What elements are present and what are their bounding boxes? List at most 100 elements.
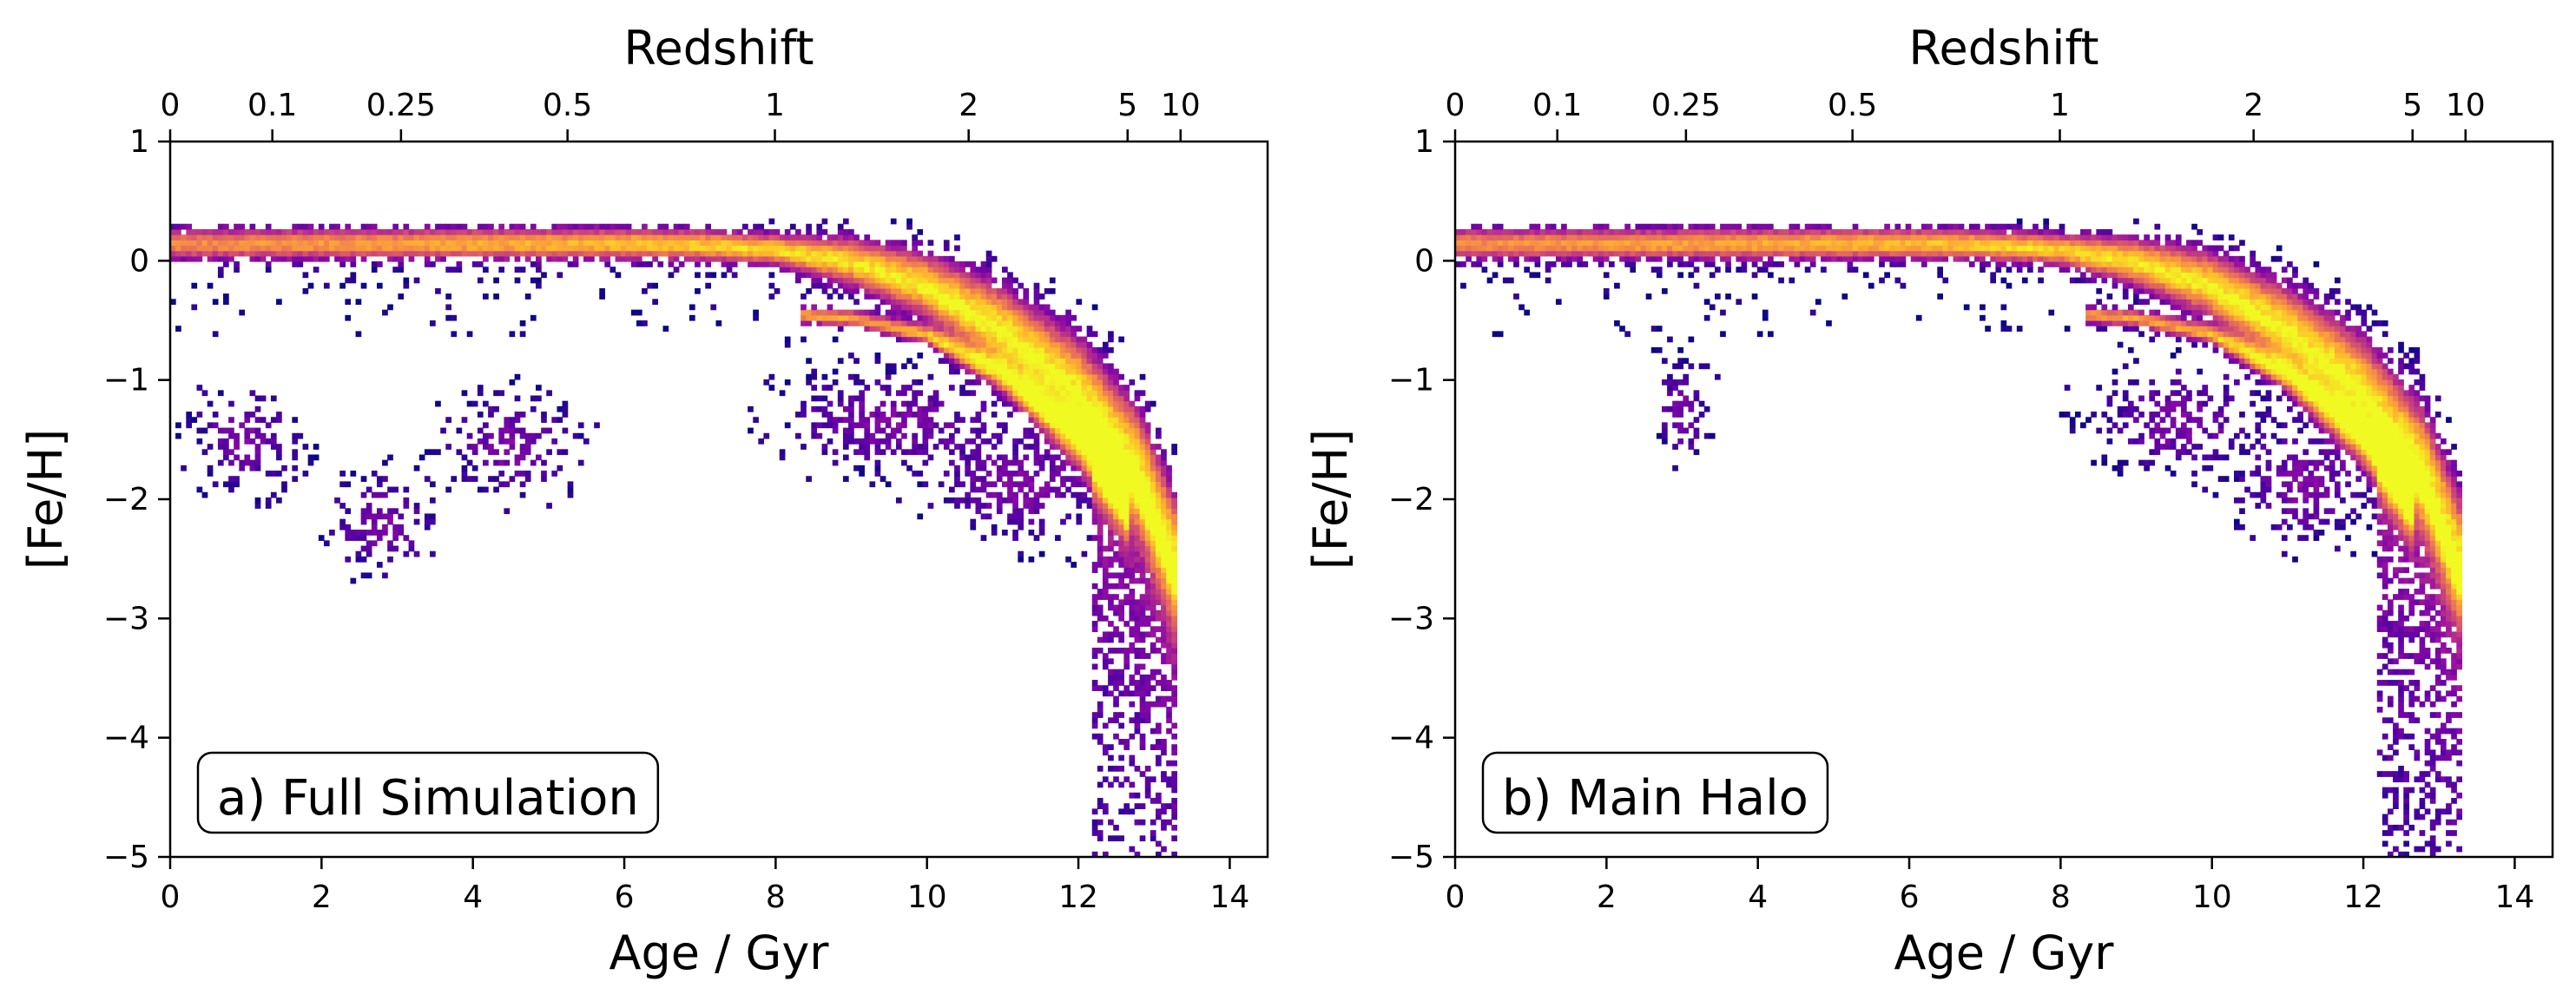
- heatmap-cell: [1555, 245, 1562, 252]
- heatmap-cell: [980, 352, 987, 359]
- heatmap-cell: [270, 234, 277, 240]
- heatmap-cell: [895, 309, 902, 316]
- heatmap-cell: [1953, 240, 1960, 247]
- heatmap-cell: [1076, 336, 1083, 343]
- heatmap-cell: [1033, 412, 1040, 418]
- heatmap-cell: [1071, 352, 1077, 359]
- heatmap-cell: [2000, 223, 2007, 230]
- heatmap-cell: [895, 277, 902, 284]
- heatmap-cell: [949, 287, 955, 294]
- heatmap-cell: [1841, 228, 1848, 235]
- heatmap-cell: [2053, 245, 2060, 252]
- heatmap-cell: [1134, 405, 1141, 412]
- heatmap-cell: [1166, 717, 1172, 724]
- heatmap-cell: [1953, 255, 1960, 262]
- heatmap-cell: [1081, 346, 1088, 353]
- heatmap-cell: [424, 518, 431, 525]
- heatmap-cell: [1065, 390, 1071, 397]
- heatmap-cell: [1155, 545, 1162, 552]
- heatmap-cell: [885, 272, 892, 279]
- heatmap-cell: [270, 491, 277, 498]
- heatmap-cell: [1044, 481, 1051, 488]
- heatmap-cell: [1725, 228, 1731, 235]
- heatmap-cell: [1836, 245, 1843, 252]
- heatmap-cell: [2016, 326, 2023, 332]
- heatmap-cell: [445, 486, 452, 493]
- heatmap-cell: [1937, 234, 1943, 240]
- heatmap-cell: [1033, 336, 1040, 343]
- heatmap-cell: [1097, 685, 1104, 692]
- heatmap-cell: [201, 240, 208, 247]
- heatmap-cell: [991, 309, 998, 316]
- heatmap-cell: [1091, 304, 1098, 311]
- heatmap-cell: [2096, 245, 2103, 252]
- heatmap-cell: [1081, 363, 1088, 370]
- heatmap-cell: [874, 261, 881, 267]
- heatmap-cell: [890, 255, 897, 262]
- heatmap-cell: [408, 250, 415, 257]
- heatmap-cell: [874, 444, 881, 450]
- heatmap-cell: [2080, 255, 2086, 262]
- heatmap-cell: [837, 400, 844, 407]
- heatmap-cell: [186, 417, 193, 424]
- heatmap-cell: [1884, 250, 1890, 257]
- heatmap-cell: [254, 234, 261, 240]
- heatmap-cell: [779, 234, 786, 240]
- heatmap-cell: [652, 255, 658, 262]
- heatmap-cell: [927, 336, 934, 343]
- heatmap-cell: [975, 282, 982, 289]
- heatmap-cell: [2101, 261, 2108, 267]
- heatmap-cell: [339, 240, 346, 247]
- heatmap-cell: [1874, 228, 1880, 235]
- heatmap-cell: [842, 405, 849, 412]
- heatmap-cell: [880, 245, 886, 252]
- heatmap-cell: [1688, 422, 1695, 429]
- heatmap-cell: [493, 245, 499, 252]
- heatmap-cell: [1108, 636, 1114, 643]
- heatmap-cell: [880, 293, 886, 300]
- heatmap-cell: [1927, 250, 1933, 257]
- heatmap-cell: [371, 228, 378, 235]
- heatmap-cell: [965, 491, 972, 498]
- heatmap-cell: [1608, 245, 1615, 252]
- heatmap-cell: [281, 234, 287, 240]
- heatmap-cell: [800, 412, 807, 418]
- heatmap-cell: [949, 331, 955, 338]
- heatmap-cell: [705, 223, 712, 230]
- heatmap-cell: [234, 228, 240, 235]
- heatmap-cell: [509, 438, 516, 445]
- heatmap-cell: [1529, 223, 1536, 230]
- heatmap-cell: [1171, 749, 1177, 756]
- heatmap-cell: [985, 314, 992, 321]
- heatmap-cell: [2074, 267, 2081, 273]
- heatmap-cell: [880, 250, 886, 257]
- heatmap-cell: [249, 228, 256, 235]
- heatmap-cell: [1113, 835, 1119, 842]
- heatmap-cell: [1614, 250, 1620, 257]
- heatmap-cell: [954, 346, 960, 353]
- heatmap-cell: [2101, 255, 2108, 262]
- heatmap-cell: [430, 320, 436, 326]
- heatmap-cell: [1161, 695, 1167, 702]
- heatmap-cell: [1139, 503, 1146, 509]
- heatmap-cell: [2133, 287, 2139, 294]
- heatmap-cell: [1809, 228, 1816, 235]
- heatmap-cell: [842, 245, 849, 252]
- heatmap-cell: [217, 255, 224, 262]
- heatmap-cell: [800, 267, 807, 273]
- heatmap-cell: [1937, 250, 1943, 257]
- heatmap-cell: [996, 385, 1003, 391]
- heatmap-cell: [1683, 400, 1690, 407]
- heatmap-cell: [996, 287, 1003, 294]
- heatmap-cell: [1134, 599, 1141, 606]
- heatmap-cell: [1155, 636, 1162, 643]
- heatmap-cell: [1894, 277, 1901, 284]
- heatmap-cell: [1134, 647, 1141, 654]
- heatmap-cell: [1677, 346, 1683, 353]
- heatmap-cell: [1720, 223, 1726, 230]
- heatmap-cell: [1129, 459, 1136, 466]
- heatmap-cell: [2027, 250, 2033, 257]
- y-tick-label: 0: [129, 243, 149, 279]
- heatmap-cell: [954, 417, 960, 424]
- heatmap-cell: [583, 250, 590, 257]
